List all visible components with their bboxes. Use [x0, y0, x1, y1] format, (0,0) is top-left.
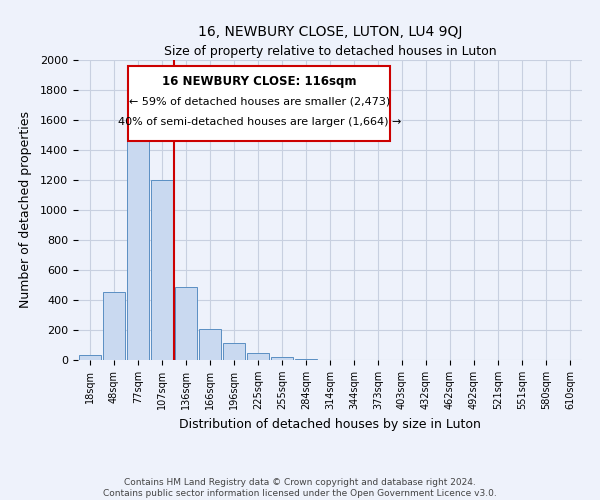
Bar: [151, 180, 173, 360]
X-axis label: Distribution of detached houses by size in Luton: Distribution of detached houses by size …: [179, 418, 481, 430]
Y-axis label: Number of detached properties: Number of detached properties: [19, 112, 32, 308]
Bar: [175, 286, 197, 360]
Bar: [199, 328, 221, 360]
Text: ← 59% of detached houses are smaller (2,473): ← 59% of detached houses are smaller (2,…: [129, 96, 390, 106]
Bar: [295, 359, 317, 360]
Bar: [223, 343, 245, 360]
Text: Contains HM Land Registry data © Crown copyright and database right 2024.
Contai: Contains HM Land Registry data © Crown c…: [103, 478, 497, 498]
Bar: [127, 120, 149, 360]
Bar: [103, 292, 125, 360]
Bar: [79, 355, 101, 360]
Text: 16 NEWBURY CLOSE: 116sqm: 16 NEWBURY CLOSE: 116sqm: [162, 75, 356, 88]
Bar: [271, 357, 293, 360]
Bar: [247, 353, 269, 360]
Text: 40% of semi-detached houses are larger (1,664) →: 40% of semi-detached houses are larger (…: [118, 117, 401, 127]
Text: 16, NEWBURY CLOSE, LUTON, LU4 9QJ: 16, NEWBURY CLOSE, LUTON, LU4 9QJ: [198, 25, 462, 39]
Text: Size of property relative to detached houses in Luton: Size of property relative to detached ho…: [164, 45, 496, 58]
FancyBboxPatch shape: [128, 66, 391, 141]
